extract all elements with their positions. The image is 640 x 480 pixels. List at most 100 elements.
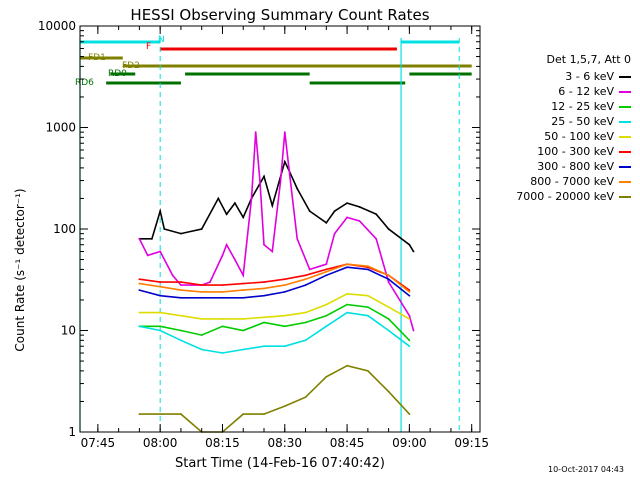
legend-label: 800 - 7000 keV xyxy=(530,175,614,188)
data-point-25-50-kev xyxy=(408,345,411,348)
data-point-800-7000-kev xyxy=(283,284,286,287)
legend-label: 12 - 25 keV xyxy=(551,100,614,113)
data-point-12-25-kev xyxy=(221,325,224,328)
flag-label-f: F xyxy=(146,42,151,52)
data-point-800-7000-kev xyxy=(325,270,328,273)
data-point-300-800-kev xyxy=(242,296,245,299)
data-point-100-300-kev xyxy=(180,281,182,283)
y-tick-label: 100 xyxy=(53,222,76,236)
series-line-25-50-kev xyxy=(139,311,410,354)
data-point-3-6-kev xyxy=(296,187,299,190)
x-axis-label: Start Time (14-Feb-16 07:40:42) xyxy=(175,456,385,471)
data-point-800-7000-kev xyxy=(180,289,182,292)
data-point-6-12-kev xyxy=(279,179,282,182)
data-point-3-6-kev xyxy=(346,202,348,204)
data-point-50-100-kev xyxy=(304,311,307,314)
legend-swatch xyxy=(619,150,631,153)
data-point-50-100-kev xyxy=(180,314,182,317)
series-line-12-25-kev xyxy=(139,303,410,341)
data-point-3-6-kev xyxy=(200,228,203,230)
data-point-6-12-kev xyxy=(221,254,224,257)
data-point-3-6-kev xyxy=(408,243,411,246)
data-point-12-25-kev xyxy=(408,339,411,342)
x-tick-label: 09:15 xyxy=(454,436,489,450)
data-point-3-6-kev xyxy=(242,216,245,219)
data-point-25-50-kev xyxy=(346,311,348,314)
legend-swatch xyxy=(619,120,631,123)
data-point-6-12-kev xyxy=(375,237,378,240)
data-point-50-100-kev xyxy=(221,318,224,320)
series-line-3-6-kev xyxy=(139,159,415,252)
legend-entry-50-100-kev: 50 - 100 keV xyxy=(544,129,631,144)
data-point-6-12-kev xyxy=(408,314,411,317)
data-point-6-12-kev xyxy=(171,274,174,277)
data-point-50-100-kev xyxy=(366,294,369,297)
data-point-12-25-kev xyxy=(242,329,245,332)
data-point-3-6-kev xyxy=(225,213,228,216)
data-point-800-7000-kev xyxy=(387,274,390,277)
data-point-25-50-kev xyxy=(159,329,162,332)
data-point-7000-20000-kev xyxy=(346,364,348,367)
legend-label: 25 - 50 keV xyxy=(551,115,614,128)
data-point-3-6-kev xyxy=(325,221,328,224)
data-point-300-800-kev xyxy=(325,274,328,277)
x-tick-label: 08:30 xyxy=(267,436,302,450)
legend-label: 6 - 12 keV xyxy=(558,85,614,98)
data-point-50-100-kev xyxy=(242,318,245,320)
x-tick-label: 08:15 xyxy=(205,436,240,450)
legend-swatch xyxy=(619,135,631,138)
legend-entry-12-25-kev: 12 - 25 keV xyxy=(551,99,631,114)
data-point-300-800-kev xyxy=(200,296,203,299)
y-tick-label: 1000 xyxy=(45,121,76,135)
data-point-6-12-kev xyxy=(138,237,141,240)
y-tick-label: 10 xyxy=(61,324,76,338)
data-point-7000-20000-kev xyxy=(325,375,328,378)
data-point-50-100-kev xyxy=(263,316,265,319)
data-point-300-800-kev xyxy=(304,284,307,287)
data-point-25-50-kev xyxy=(387,329,390,332)
data-point-50-100-kev xyxy=(138,311,141,314)
data-point-6-12-kev xyxy=(250,197,253,200)
data-point-7000-20000-kev xyxy=(366,369,369,372)
data-point-100-300-kev xyxy=(242,282,245,285)
data-point-300-800-kev xyxy=(221,296,224,299)
data-point-6-12-kev xyxy=(412,329,415,332)
data-point-3-6-kev xyxy=(180,232,182,235)
data-point-6-12-kev xyxy=(333,232,336,235)
data-point-800-7000-kev xyxy=(200,291,203,293)
data-point-25-50-kev xyxy=(325,325,328,328)
data-point-7000-20000-kev xyxy=(387,390,390,393)
data-point-800-7000-kev xyxy=(263,287,265,290)
data-point-7000-20000-kev xyxy=(408,413,411,416)
data-point-800-7000-kev xyxy=(366,265,369,268)
data-point-3-6-kev xyxy=(263,175,265,178)
data-point-3-6-kev xyxy=(333,210,336,213)
legend-label: 7000 - 20000 keV xyxy=(516,190,614,203)
data-point-3-6-kev xyxy=(358,206,361,208)
data-point-6-12-kev xyxy=(146,254,149,257)
data-point-12-25-kev xyxy=(200,334,203,337)
x-tick-label: 07:45 xyxy=(81,436,116,450)
data-point-6-12-kev xyxy=(263,243,265,246)
data-point-6-12-kev xyxy=(308,268,311,271)
data-point-50-100-kev xyxy=(325,303,328,306)
data-point-800-7000-kev xyxy=(346,263,348,266)
data-point-6-12-kev xyxy=(296,237,299,240)
legend-label: 3 - 6 keV xyxy=(565,70,614,83)
data-point-7000-20000-kev xyxy=(138,413,141,416)
data-point-3-6-kev xyxy=(375,213,378,216)
data-point-100-300-kev xyxy=(263,281,265,283)
data-point-6-12-kev xyxy=(283,131,286,134)
data-point-25-50-kev xyxy=(138,325,141,328)
data-point-50-100-kev xyxy=(159,311,162,314)
data-point-300-800-kev xyxy=(138,289,141,292)
y-tick-label: 1 xyxy=(68,425,76,439)
data-point-800-7000-kev xyxy=(159,285,162,288)
data-point-50-100-kev xyxy=(200,318,203,320)
data-point-100-300-kev xyxy=(283,278,286,281)
data-point-800-7000-kev xyxy=(304,278,307,281)
legend-entry-7000-20000-kev: 7000 - 20000 keV xyxy=(516,189,631,204)
series-line-7000-20000-kev xyxy=(139,364,410,433)
